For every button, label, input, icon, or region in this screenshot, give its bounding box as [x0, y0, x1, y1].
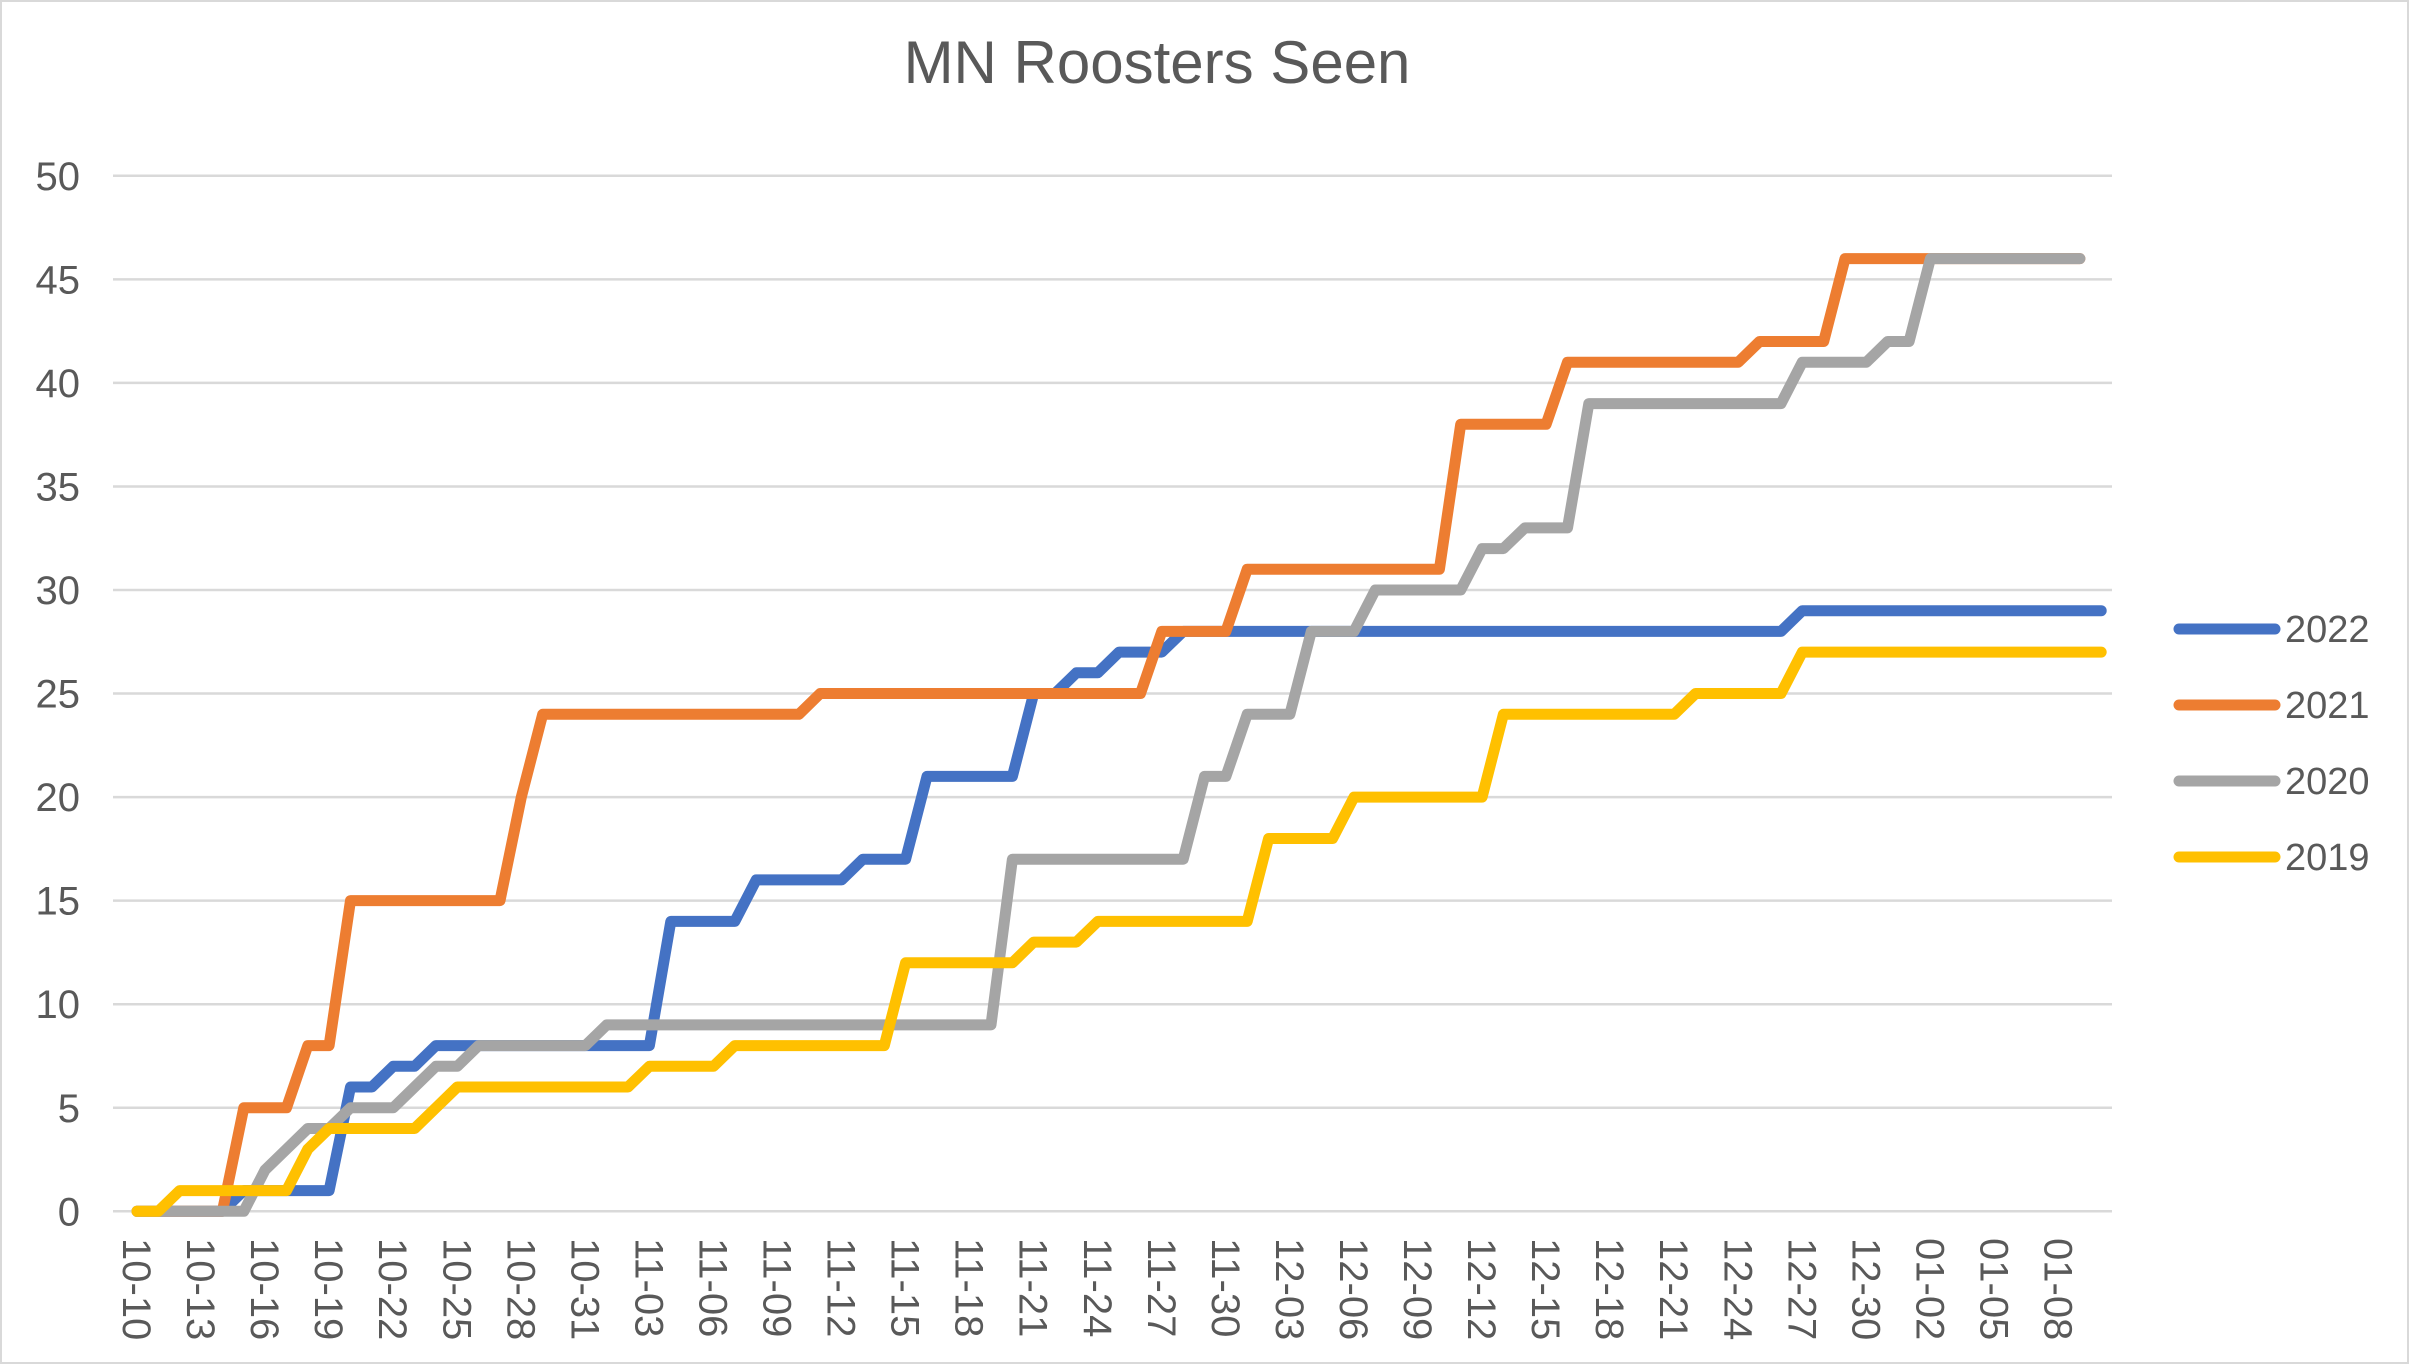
x-tick-label: 11-03: [626, 1238, 670, 1337]
x-tick-label: 12-18: [1587, 1238, 1631, 1340]
series-line-2022: [131, 605, 2107, 1217]
x-tick-label: 10-13: [178, 1238, 222, 1340]
x-tick-label: 01-02: [1907, 1238, 1951, 1340]
legend: 2022 2021 2020 2019: [2173, 609, 2370, 879]
legend-item-2022: 2022: [2173, 609, 2370, 651]
x-tick-label: 10-31: [562, 1238, 606, 1340]
y-tick-label: 30: [36, 569, 81, 613]
x-tick-label: 10-16: [242, 1238, 286, 1340]
x-tick-label: 10-25: [434, 1238, 478, 1340]
x-tick-label: 12-24: [1715, 1238, 1759, 1340]
series-line-2020: [131, 253, 2086, 1217]
y-tick-label: 10: [36, 983, 81, 1027]
x-tick-label: 01-08: [2036, 1238, 2080, 1340]
gridlines: [113, 174, 2112, 1213]
x-tick-label: 10-10: [114, 1238, 158, 1340]
x-tick-label: 12-27: [1779, 1238, 1823, 1340]
x-tick-label: 12-09: [1395, 1238, 1439, 1340]
y-tick-label: 45: [36, 258, 81, 302]
y-tick-label: 20: [36, 776, 81, 820]
legend-item-2021: 2021: [2173, 685, 2370, 727]
y-tick-label: 50: [36, 155, 81, 199]
legend-item-2020: 2020: [2173, 761, 2370, 803]
x-tick-label: 01-05: [1971, 1238, 2015, 1340]
y-tick-label: 35: [36, 465, 81, 509]
x-tick-label: 12-21: [1651, 1238, 1695, 1340]
y-tick-label: 15: [36, 880, 81, 924]
x-tick-label: 11-09: [755, 1238, 799, 1337]
x-tick-label: 12-12: [1459, 1238, 1503, 1340]
x-tick-label: 12-30: [1843, 1238, 1887, 1340]
legend-label-2019: 2019: [2285, 837, 2370, 879]
x-tick-label: 12-15: [1523, 1238, 1567, 1340]
legend-item-2019: 2019: [2173, 837, 2370, 879]
y-tick-label: 0: [58, 1190, 80, 1234]
x-axis-labels: 10-10 10-13 10-16 10-19 10-22 10-25 10-28 10-31…: [114, 1238, 2080, 1340]
legend-label-2020: 2020: [2285, 761, 2370, 803]
x-tick-label: 11-24: [1075, 1238, 1119, 1337]
series-line-2021: [131, 253, 2086, 1217]
x-tick-label: 11-15: [883, 1238, 927, 1337]
y-tick-label: 40: [36, 362, 81, 406]
legend-label-2022: 2022: [2285, 609, 2370, 651]
legend-label-2021: 2021: [2285, 685, 2370, 727]
x-tick-label: 12-03: [1267, 1238, 1311, 1340]
x-tick-label: 11-12: [819, 1238, 863, 1337]
x-tick-label: 10-22: [370, 1238, 414, 1340]
x-tick-label: 11-27: [1139, 1238, 1183, 1337]
y-tick-label: 25: [36, 673, 81, 717]
x-tick-label: 10-19: [306, 1238, 350, 1340]
x-tick-label: 11-06: [690, 1238, 734, 1337]
y-axis-labels: 0 5 10 15 20 25 30 35 40 45 50: [36, 155, 81, 1235]
x-tick-label: 11-30: [1203, 1238, 1247, 1337]
x-tick-label: 12-06: [1331, 1238, 1375, 1340]
x-tick-label: 10-28: [498, 1238, 542, 1340]
chart-title: MN Roosters Seen: [903, 29, 1411, 96]
y-tick-label: 5: [58, 1087, 80, 1131]
series-line-2019: [131, 646, 2107, 1217]
x-tick-label: 11-21: [1011, 1238, 1055, 1337]
x-tick-label: 11-18: [947, 1238, 991, 1337]
